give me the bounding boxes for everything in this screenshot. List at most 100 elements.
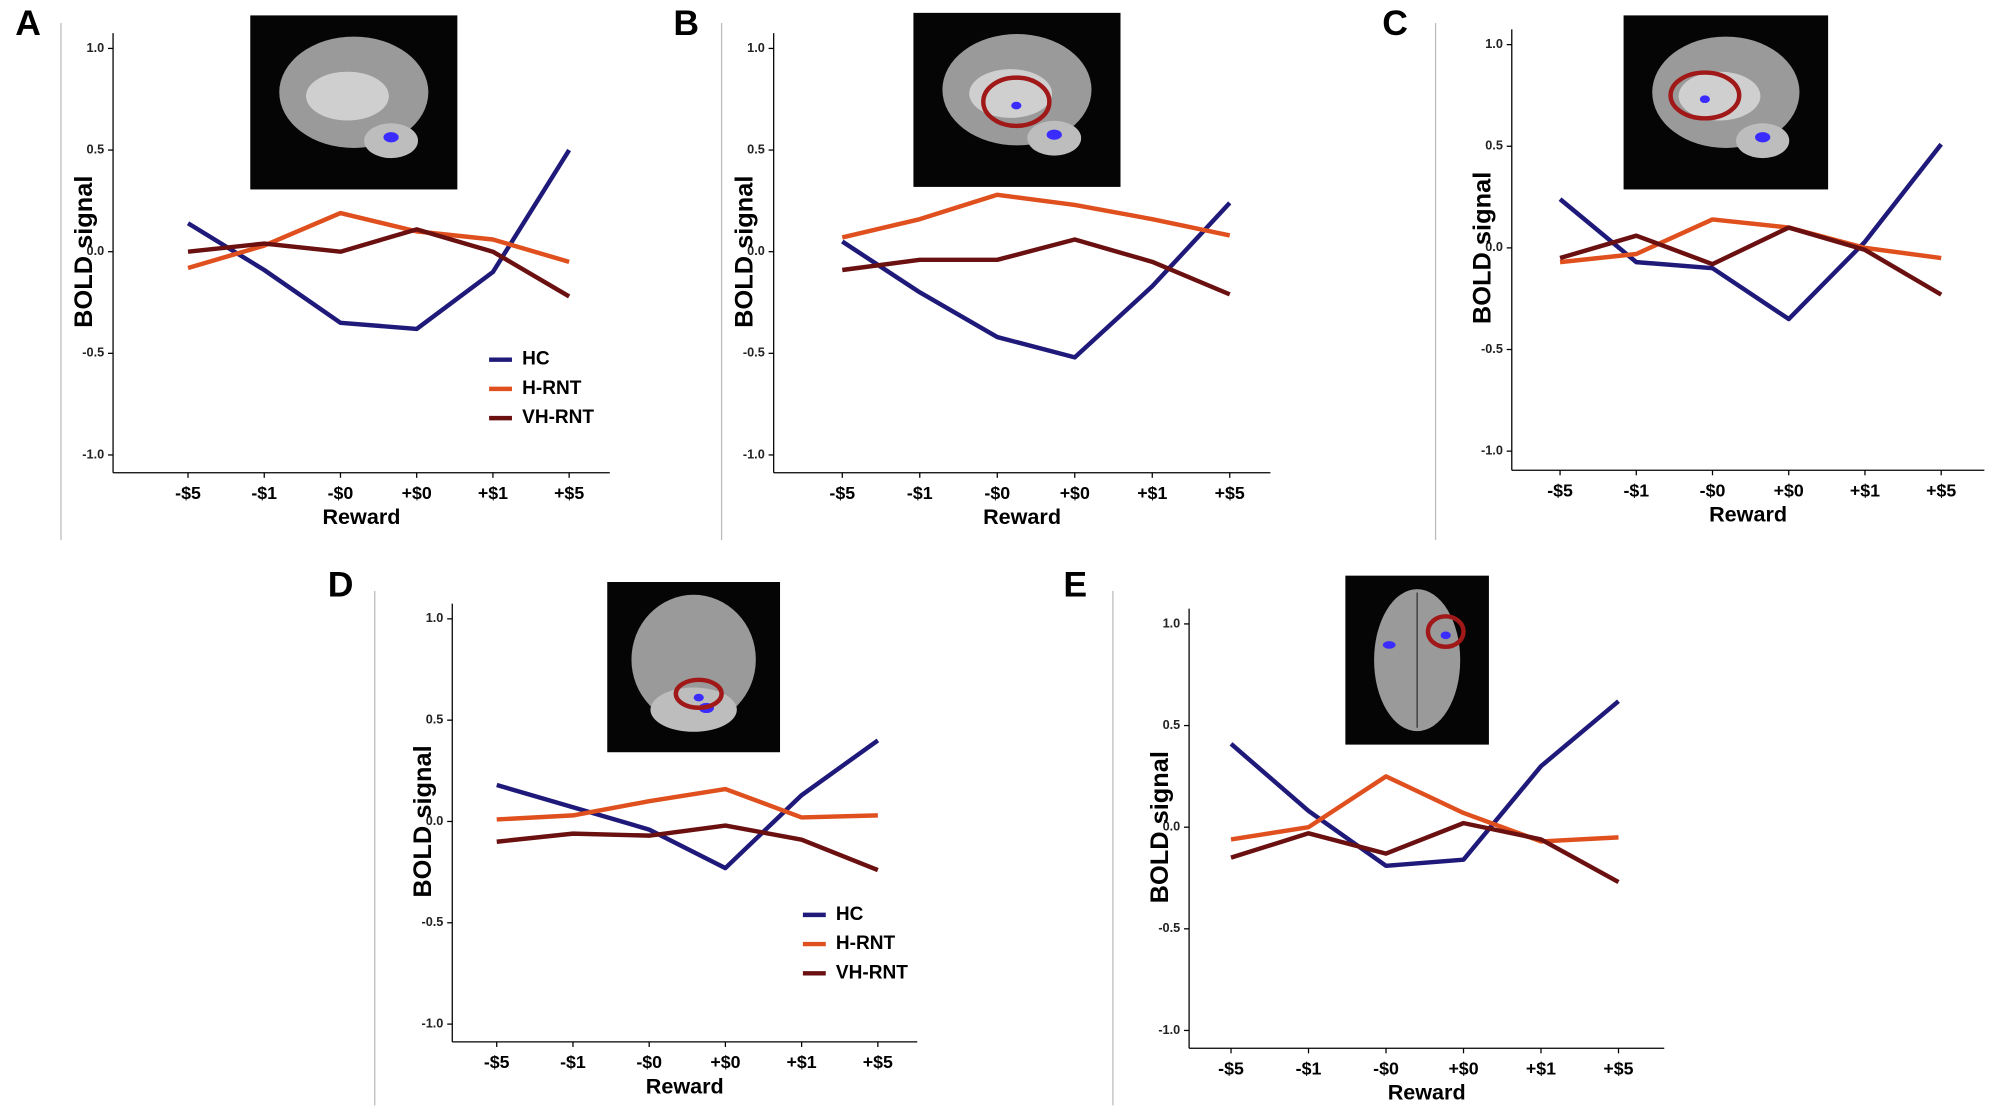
chart-panel: A -1.0 -0.5 0.0 0.5 1.0 -$5 -$1 -$0 +$0 +$1 +$5 Rewa… [15,3,610,529]
x-axis-title: Reward [983,504,1061,529]
activation [1382,641,1396,649]
y-axis-title: BOLD signal [730,176,758,328]
y-tick-label: 0.5 [1485,139,1503,153]
series-line [496,786,878,822]
brain-shape [631,594,756,725]
roi-ring [673,677,724,710]
x-tick-label: -$5 [1218,1059,1244,1079]
y-tick-label: 0.0 [87,244,105,258]
y-tick-label: 1.0 [747,41,765,55]
y-axis-title: BOLD signal [409,745,437,897]
roi-ring [981,75,1052,129]
y-tick-label: -0.5 [82,346,104,360]
y-tick-label: -1.0 [743,447,765,461]
x-tick-label: -$5 [829,483,855,503]
activation [1440,631,1451,640]
activation [693,693,704,702]
y-axis-title: BOLD signal [70,176,98,328]
y-tick-label: 0.5 [426,713,444,727]
roi-ring [1425,614,1466,650]
x-axis-title: Reward [322,504,400,529]
y-tick-label: 0.5 [747,142,765,156]
y-tick-label: -0.5 [1481,342,1503,356]
x-tick-label: -$0 [636,1052,662,1072]
x-tick-label: +$0 [1448,1059,1478,1079]
y-tick-label: -1.0 [82,447,104,461]
y-tick-label: -0.5 [1158,921,1180,935]
x-tick-label: +$1 [1137,483,1167,503]
series-line [496,738,880,871]
x-tick-label: +$1 [478,483,508,503]
brain-inner [306,71,389,121]
activation [1046,129,1062,140]
x-tick-label: -$5 [484,1052,510,1072]
chart-panel: E -1.0 -0.5 0.0 0.5 1.0 -$5 -$1 -$0 +$0 +$1 +$5 Rewa… [1063,564,1665,1105]
x-tick-label: +$5 [1215,483,1245,503]
x-tick-label: +$1 [787,1052,817,1072]
x-axis-title: Reward [646,1073,724,1098]
panel-label: A [15,3,41,43]
x-tick-label: +$0 [402,483,432,503]
x-tick-label: +$5 [1926,481,1956,501]
series-line [1559,217,1942,265]
series-line [841,237,1231,297]
series-line [841,201,1232,360]
y-tick-label: -1.0 [1481,444,1503,458]
legend-label: VH-RNT [836,962,908,983]
x-axis-title: Reward [1388,1080,1466,1105]
x-tick-label: +$0 [710,1052,740,1072]
panel-label: D [328,564,354,604]
series-line [496,823,879,873]
brain-inner [1678,71,1761,121]
chart-panel: B -1.0 -0.5 0.0 0.5 1.0 -$5 -$1 -$0 +$0 +$1 +$5 Rewa… [673,3,1271,529]
activation [1755,132,1771,143]
x-tick-label: -$1 [907,483,933,503]
x-tick-label: -$1 [1623,481,1649,501]
series-line [1558,142,1943,322]
activation [1699,95,1710,104]
y-tick-label: 1.0 [1485,37,1503,51]
panel-label: E [1063,564,1087,604]
y-tick-label: 1.0 [426,611,444,625]
series-line [187,227,571,299]
series-line [187,210,570,271]
activation [1011,101,1022,110]
x-tick-label: +$5 [1603,1059,1633,1079]
y-tick-label: -1.0 [421,1016,443,1030]
y-axis-title: BOLD signal [1146,751,1174,903]
series-line [186,148,572,332]
x-tick-label: -$5 [1547,481,1573,501]
series-line [1559,225,1943,297]
y-tick-label: 0.0 [1485,240,1503,254]
x-tick-label: +$0 [1060,483,1090,503]
x-tick-label: +$5 [863,1052,893,1072]
y-tick-label: -1.0 [1158,1023,1180,1037]
y-tick-label: 0.0 [1163,820,1181,834]
legend-label: H-RNT [836,933,896,954]
x-tick-label: -$0 [1373,1059,1399,1079]
panel-label: B [673,3,699,43]
x-tick-label: +$1 [1526,1059,1556,1079]
x-tick-label: -$0 [328,483,354,503]
y-tick-label: 0.0 [426,814,444,828]
y-tick-label: 1.0 [87,41,105,55]
panel-label: C [1382,3,1408,43]
x-tick-label: -$5 [175,483,201,503]
x-tick-label: +$5 [554,483,584,503]
x-tick-label: -$1 [560,1052,586,1072]
activation [383,132,399,143]
y-tick-label: -0.5 [421,915,443,929]
x-tick-label: -$1 [251,483,277,503]
y-tick-label: 1.0 [1163,616,1181,630]
chart-panel: D -1.0 -0.5 0.0 0.5 1.0 -$5 -$1 -$0 +$0 +$1 +$5 Rewa… [328,564,918,1098]
x-axis-title: Reward [1709,502,1787,527]
y-tick-label: 0.5 [87,142,105,156]
legend-label: VH-RNT [522,407,594,428]
x-tick-label: +$1 [1850,481,1880,501]
x-tick-label: -$0 [1700,481,1726,501]
chart-panel: C -1.0 -0.5 0.0 0.5 1.0 -$5 -$1 -$0 +$0 +$1 +$5 Rewa… [1382,3,1985,527]
x-tick-label: +$0 [1774,481,1804,501]
legend-label: HC [836,904,864,925]
series-line [1230,820,1620,885]
